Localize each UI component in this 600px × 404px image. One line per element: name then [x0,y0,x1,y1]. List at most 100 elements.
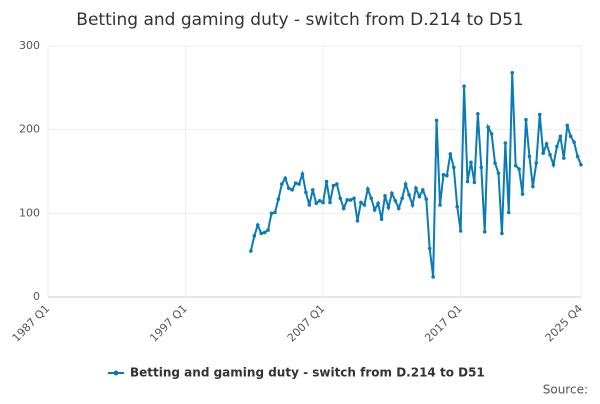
point [421,188,425,192]
point [482,229,487,234]
point [290,188,294,192]
point [513,163,518,168]
x-tick-label: 2025 Q4 [543,302,586,345]
point [400,196,404,201]
point [575,154,580,159]
point [276,197,281,201]
point [537,112,542,117]
point [434,118,439,123]
point [321,200,325,205]
point [335,182,339,186]
point [486,125,490,129]
point [472,180,477,185]
point [369,196,374,201]
point [451,165,456,170]
y-tick-label: 0 [33,290,40,303]
legend-label: Betting and gaming duty - switch from D.… [130,366,485,380]
point [503,141,508,145]
point [341,206,346,211]
point [524,117,528,122]
point [531,184,535,189]
point [362,203,367,207]
point [297,182,301,186]
point [551,163,556,167]
point [348,198,353,202]
point [548,152,552,157]
point [500,231,504,236]
point [376,201,380,206]
point [293,181,298,186]
point [568,134,573,139]
point [424,197,429,201]
point [390,191,394,196]
point [317,198,322,203]
point [489,132,494,136]
point [579,163,583,167]
point [445,173,449,178]
point [366,187,370,191]
x-tick-label: 1997 Q1 [147,302,190,345]
point [510,70,515,75]
point [396,206,401,211]
point [493,161,497,165]
point [269,211,274,216]
point [562,156,566,160]
point [273,210,277,215]
point [345,198,349,202]
point [314,201,319,206]
source: Source: [543,383,588,397]
point [458,229,463,233]
point [534,161,539,165]
y-tick-label: 300 [19,39,40,52]
point [541,151,545,155]
point [255,223,260,227]
point [393,198,398,203]
point [462,84,466,88]
point [455,204,460,209]
point [328,200,332,205]
x-tick-label: 2017 Q1 [422,302,465,345]
x-tick-label: 1987 Q1 [10,302,53,345]
point [359,200,363,205]
legend-dot [113,370,119,376]
point [280,182,284,186]
point [386,205,391,210]
point [448,152,453,156]
point [407,193,411,197]
point [355,219,360,223]
point [383,193,387,198]
point [300,172,305,176]
point [441,173,446,177]
y-tick-label: 200 [19,123,40,136]
point [476,111,480,116]
point [520,192,525,196]
point [307,203,312,207]
point [259,231,264,236]
point [479,165,484,170]
point [283,176,288,180]
point [266,228,270,232]
point [410,203,415,207]
point [249,249,253,253]
point [372,208,377,212]
point [527,154,532,159]
point [506,210,511,215]
line [249,72,582,278]
point [324,179,329,184]
point [338,196,343,201]
y-tick-label: 100 [19,206,40,219]
point [555,144,559,149]
point [331,183,336,188]
chart-title: Betting and gaming duty - switch from D.… [76,10,523,30]
point [572,140,576,145]
point [427,246,432,251]
point [438,203,442,207]
point [544,142,549,146]
point [465,179,470,184]
point [469,160,473,165]
point [352,196,356,201]
point [558,134,563,139]
point [310,188,315,192]
point [417,194,422,199]
